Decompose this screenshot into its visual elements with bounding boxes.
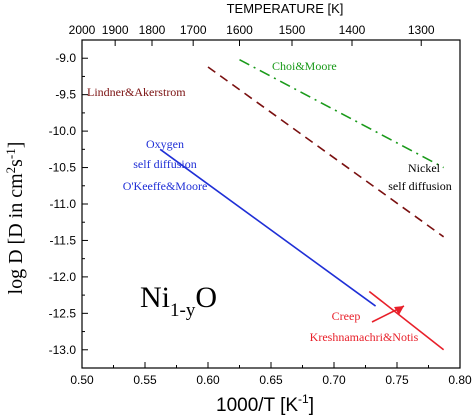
y-tick-label: -10.5 <box>49 161 77 175</box>
top-axis-title: TEMPERATURE [K] <box>227 1 344 16</box>
x-tick-label: 0.80 <box>448 373 472 387</box>
y-tick-label: -11.5 <box>50 233 77 247</box>
series-line <box>159 148 377 307</box>
label-lindner: Lindner&Akerstrom <box>87 85 186 99</box>
y-tick-label: -10.0 <box>49 124 77 138</box>
y-tick-label: -11.0 <box>50 197 77 211</box>
compound-label: Ni1-yO <box>140 281 217 321</box>
series-line <box>207 66 445 238</box>
x-tick-label: 0.55 <box>133 373 157 387</box>
top-tick-label: 1300 <box>408 23 435 37</box>
series-line <box>368 290 445 351</box>
top-tick-label: 1900 <box>102 23 129 37</box>
top-tick-label: 1400 <box>339 23 366 37</box>
x-tick-label: 0.65 <box>259 373 283 387</box>
x-tick-label: 0.70 <box>322 373 346 387</box>
top-tick-label: 1800 <box>139 23 166 37</box>
x-tick-label: 0.50 <box>70 373 94 387</box>
top-tick-label: 1700 <box>180 23 207 37</box>
y-tick-label: -9.0 <box>55 51 76 65</box>
label-oxygen1: Oxygen <box>146 137 184 151</box>
top-tick-label: 2000 <box>69 23 96 37</box>
y-axis-title: log D [D in cm2s-1] <box>3 142 27 295</box>
label-nickel1: Nickel <box>408 161 441 175</box>
label-creep1: Creep <box>332 309 361 323</box>
series-lines <box>159 58 445 351</box>
y-tick-label: -13.0 <box>49 343 77 357</box>
y-axis-ticks: -9.0 -9.5 -10.0 -10.5 -11.0 -11.5 -12.0 -12.5 -1… <box>49 39 88 357</box>
x-axis-ticks: 0.50 0.55 0.60 0.65 0.70 0.75 0.80 <box>70 362 472 387</box>
x-axis-title: 1000/T [K-1] <box>216 392 314 416</box>
top-tick-label: 1600 <box>226 23 253 37</box>
label-creep2: Kreshnamachri&Notis <box>310 330 419 344</box>
label-choi: Choi&Moore <box>272 59 337 73</box>
x-tick-label: 0.75 <box>385 373 409 387</box>
top-tick-label: 1500 <box>279 23 306 37</box>
label-oxygen3: O'Keeffe&Moore <box>123 179 208 193</box>
top-axis-ticks: 2000 1900 1800 1700 1600 1500 1400 1300 <box>69 23 435 46</box>
y-tick-label: -9.5 <box>55 88 76 102</box>
series-line <box>239 58 444 169</box>
series-labels: Choi&Moore Lindner&Akerstrom Oxygen self di… <box>87 59 452 344</box>
label-oxygen2: self diffusion <box>133 157 196 171</box>
y-tick-label: -12.5 <box>49 306 77 320</box>
y-tick-label: -12.0 <box>49 270 77 284</box>
x-tick-label: 0.60 <box>196 373 220 387</box>
creep-arrowhead <box>394 306 404 315</box>
label-nickel2: self diffusion <box>388 179 451 193</box>
